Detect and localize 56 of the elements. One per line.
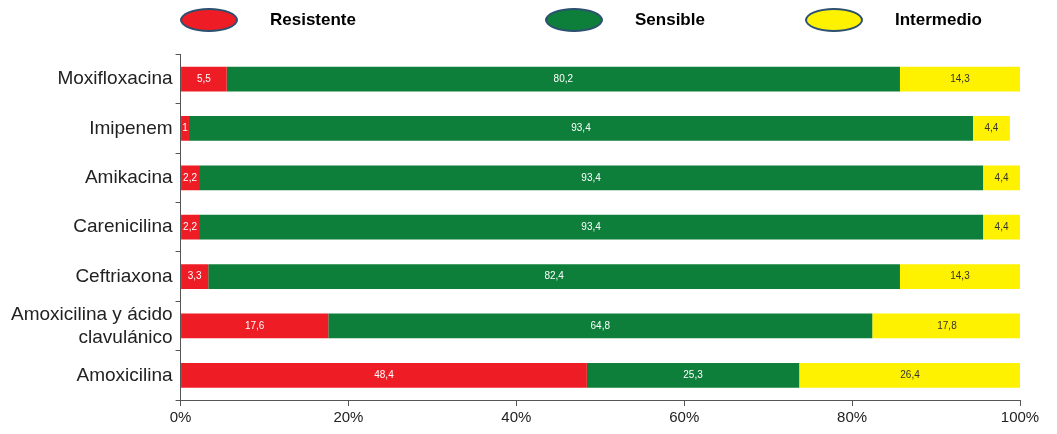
data-label: 5,5 [196,72,212,84]
y-tick-label: Carenicilina [73,215,173,237]
data-label: 64,8 [590,319,611,331]
bar [899,66,1020,92]
bar [899,264,1020,289]
bar [199,165,984,191]
x-tick-label: 80% [837,408,868,426]
y-tick-label: Moxifloxacina [57,67,173,89]
x-tick-label: 60% [669,408,700,426]
legend-label: Resistente [270,10,356,30]
data-label: 25,3 [683,369,704,381]
data-label: 2,2 [183,220,198,232]
data-label: 4,4 [994,171,1009,183]
data-label: 82,4 [544,270,565,282]
bar [872,313,1020,339]
data-label: 48,4 [374,369,395,381]
data-label: 4,4 [994,220,1009,232]
legend-label: Sensible [635,10,705,30]
bar [972,116,1010,141]
data-label: 14,3 [950,270,971,282]
y-tick-label: Imipenem [89,116,173,138]
bar [188,116,973,141]
data-label: 14,3 [950,72,971,84]
data-label: 93,4 [571,122,592,134]
y-tick-label: Amoxicilina y ácido clavulánico [10,302,173,347]
data-label: 93,4 [581,220,602,232]
bar [586,362,800,388]
data-label: 3,3 [187,270,203,282]
bar [181,66,227,92]
x-tick-label: 100% [1000,408,1040,426]
bar [983,214,1020,240]
data-label: 17,8 [937,319,958,331]
x-tick-label: 20% [333,408,364,426]
bar [181,264,209,289]
bar [181,362,587,388]
bar [208,264,900,289]
x-tick-label: 40% [501,408,532,426]
data-label: 2,2 [183,171,198,183]
data-label: 26,4 [900,369,921,381]
bar [199,214,984,240]
bar [328,313,873,339]
bar [799,362,1020,388]
data-label: 80,2 [553,72,574,84]
bar [226,66,900,92]
data-label: 1 [182,122,189,134]
data-label: 93,4 [581,171,602,183]
legend-label: Intermedio [895,10,982,30]
x-tick-label: 0% [169,408,192,426]
bar [181,313,329,339]
data-label: 17,6 [244,319,265,331]
y-tick-label: Amoxicilina [76,363,173,385]
bar [181,116,189,141]
data-label: 4,4 [984,122,999,134]
y-tick-label: Ceftriaxona [75,264,173,286]
y-tick-label: Amikacina [84,166,173,188]
bar [983,165,1020,191]
